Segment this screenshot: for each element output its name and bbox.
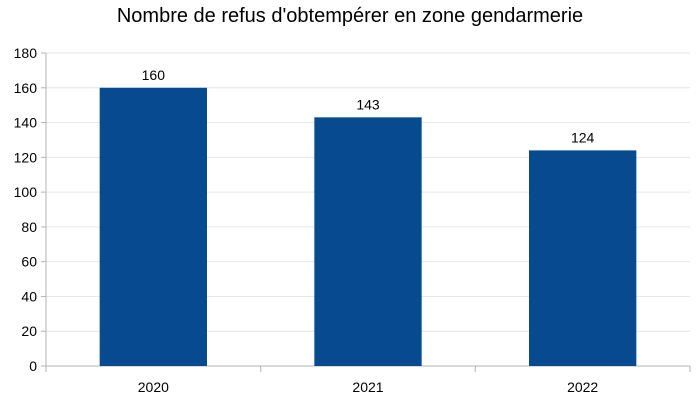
x-tick-label: 2021 [352,379,383,395]
y-tick-label: 80 [21,219,37,235]
y-tick-label: 0 [29,358,37,374]
y-tick-label: 40 [21,288,37,304]
bar [314,117,422,366]
bar [99,87,207,367]
y-tick-label: 60 [21,254,37,270]
y-tick-label: 20 [21,323,37,339]
y-tick-label: 100 [14,184,38,200]
bar [529,150,637,366]
y-tick-label: 180 [14,45,38,61]
data-label: 124 [571,129,595,145]
y-tick-label: 120 [14,149,38,165]
data-label: 143 [356,96,380,112]
y-tick-label: 160 [14,80,38,96]
x-tick-label: 2022 [567,379,598,395]
x-tick-label: 2020 [138,379,169,395]
data-label: 160 [142,67,166,83]
y-tick-label: 140 [14,115,38,131]
chart-title: Nombre de refus d'obtempérer en zone gen… [116,5,584,27]
